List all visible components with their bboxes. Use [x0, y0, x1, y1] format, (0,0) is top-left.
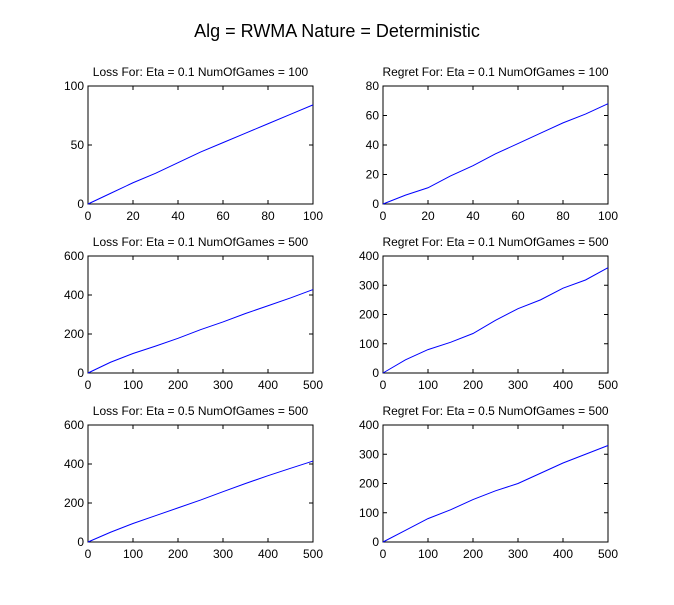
- y-tick-label: 50: [71, 138, 85, 152]
- y-tick-label: 0: [372, 197, 379, 211]
- x-tick-label: 60: [511, 209, 525, 223]
- chart-panel-2: Regret For: Eta = 0.1 NumOfGames = 100 0 2…: [366, 65, 619, 223]
- y-tick-label: 200: [64, 496, 84, 510]
- y-tick-label: 80: [366, 79, 380, 93]
- chart-title: Regret For: Eta = 0.1 NumOfGames = 100: [382, 65, 608, 79]
- x-tick-label: 20: [421, 209, 435, 223]
- y-tick-label: 200: [359, 308, 379, 322]
- y-tick-label: 400: [64, 288, 84, 302]
- x-tick-label: 400: [258, 547, 278, 561]
- x-tick-label: 100: [418, 547, 438, 561]
- y-tick-label: 0: [372, 366, 379, 380]
- series-line-1: [382, 267, 609, 374]
- series-line-1: [87, 289, 314, 374]
- y-tick-label: 0: [77, 535, 84, 549]
- chart-panels: Loss For: Eta = 0.1 NumOfGames = 100 0 20 4…: [64, 65, 618, 561]
- y-tick-label: 200: [359, 477, 379, 491]
- x-tick-label: 40: [466, 209, 480, 223]
- figure-title: Alg = RWMA Nature = Deterministic: [194, 21, 480, 41]
- x-tick-label: 80: [261, 209, 275, 223]
- chart-title: Loss For: Eta = 0.1 NumOfGames = 100: [93, 65, 309, 79]
- y-tick-label: 0: [77, 197, 84, 211]
- chart-panel-3: Loss For: Eta = 0.1 NumOfGames = 500 0 100…: [64, 235, 323, 392]
- y-tick-label: 600: [64, 418, 84, 432]
- x-tick-label: 100: [303, 209, 323, 223]
- y-tick-label: 60: [366, 109, 380, 123]
- plot-area: [382, 85, 609, 205]
- y-tick-label: 0: [372, 535, 379, 549]
- x-tick-label: 80: [556, 209, 570, 223]
- chart-title: Loss For: Eta = 0.1 NumOfGames = 500: [93, 235, 309, 249]
- x-tick-label: 200: [168, 378, 188, 392]
- y-tick-label: 100: [359, 506, 379, 520]
- chart-title: Regret For: Eta = 0.5 NumOfGames = 500: [382, 404, 608, 418]
- y-tick-label: 400: [359, 418, 379, 432]
- chart-panel-5: Loss For: Eta = 0.5 NumOfGames = 500 0 100…: [64, 404, 323, 561]
- x-tick-label: 100: [598, 209, 618, 223]
- chart-panel-4: Regret For: Eta = 0.1 NumOfGames = 500 0 1…: [359, 235, 618, 392]
- plot-area: [87, 85, 314, 205]
- y-tick-label: 0: [77, 366, 84, 380]
- x-tick-label: 400: [258, 378, 278, 392]
- series-line-1: [382, 103, 609, 205]
- x-tick-label: 100: [123, 547, 143, 561]
- x-tick-label: 300: [508, 378, 528, 392]
- y-tick-label: 40: [366, 138, 380, 152]
- plot-area: [382, 255, 609, 374]
- plot-area: [87, 255, 314, 374]
- x-tick-label: 500: [598, 547, 618, 561]
- x-tick-label: 200: [463, 547, 483, 561]
- series-line-1: [382, 445, 609, 543]
- x-tick-label: 0: [380, 547, 387, 561]
- x-tick-label: 200: [463, 378, 483, 392]
- y-tick-label: 300: [359, 447, 379, 461]
- chart-title: Loss For: Eta = 0.5 NumOfGames = 500: [93, 404, 309, 418]
- x-tick-label: 0: [85, 209, 92, 223]
- chart-panel-1: Loss For: Eta = 0.1 NumOfGames = 100 0 20 4…: [64, 65, 323, 223]
- chart-panel-6: Regret For: Eta = 0.5 NumOfGames = 500 0 1…: [359, 404, 618, 561]
- x-tick-label: 0: [380, 378, 387, 392]
- series-line-1: [87, 104, 314, 205]
- x-tick-label: 0: [380, 209, 387, 223]
- chart-title: Regret For: Eta = 0.1 NumOfGames = 500: [382, 235, 608, 249]
- x-tick-label: 500: [303, 547, 323, 561]
- x-tick-label: 500: [598, 378, 618, 392]
- x-tick-label: 400: [553, 547, 573, 561]
- y-tick-label: 400: [64, 457, 84, 471]
- x-tick-label: 100: [123, 378, 143, 392]
- x-tick-label: 300: [213, 378, 233, 392]
- y-tick-label: 100: [359, 337, 379, 351]
- y-tick-label: 600: [64, 249, 84, 263]
- x-tick-label: 300: [213, 547, 233, 561]
- x-tick-label: 0: [85, 378, 92, 392]
- y-tick-label: 400: [359, 249, 379, 263]
- y-tick-label: 100: [64, 79, 84, 93]
- x-tick-label: 20: [126, 209, 140, 223]
- y-tick-label: 20: [366, 168, 380, 182]
- x-tick-label: 60: [216, 209, 230, 223]
- x-tick-label: 300: [508, 547, 528, 561]
- plot-area: [87, 424, 314, 543]
- x-tick-label: 500: [303, 378, 323, 392]
- x-tick-label: 400: [553, 378, 573, 392]
- x-tick-label: 0: [85, 547, 92, 561]
- y-tick-label: 300: [359, 278, 379, 292]
- y-tick-label: 200: [64, 327, 84, 341]
- x-tick-label: 100: [418, 378, 438, 392]
- x-tick-label: 40: [171, 209, 185, 223]
- series-line-1: [87, 460, 314, 543]
- x-tick-label: 200: [168, 547, 188, 561]
